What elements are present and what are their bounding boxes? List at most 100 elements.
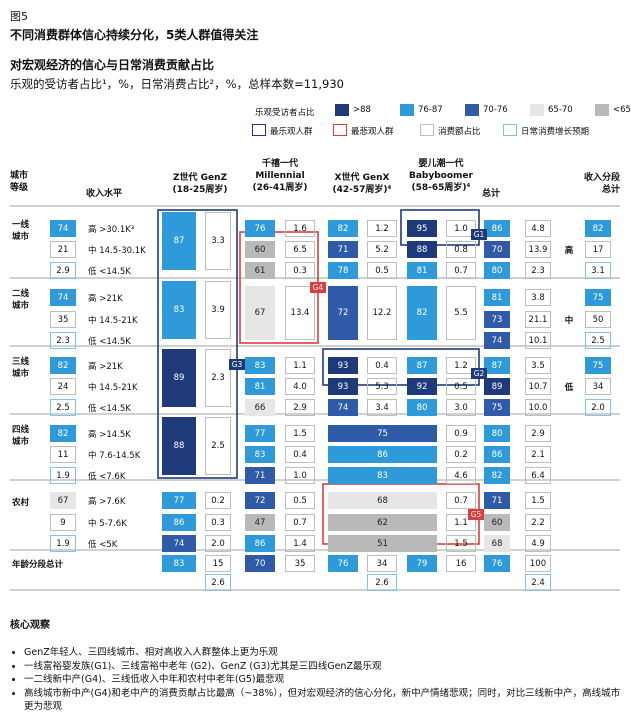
millennial-optimism-8: 83 [245, 446, 275, 463]
age-total-genx-growth: 2.6 [367, 574, 397, 591]
tier-total-growth-2: 2.5 [50, 399, 76, 416]
group-tag-g4: G4 [310, 282, 326, 293]
row-label-9: 高 >14.5K [88, 429, 131, 440]
millennial-share-5: 4.0 [285, 378, 315, 395]
genz-share-2: 2.3 [205, 349, 231, 407]
tier-total-optimism-3: 82 [50, 425, 76, 442]
genx-boomer-optimism-3: 68 [328, 492, 437, 509]
genz-optimism-2: 89 [162, 349, 196, 407]
header-city-tier: 城市 等级 [10, 171, 29, 193]
total-optimism-4: 73 [484, 311, 510, 328]
millennial-optimism-4: 83 [245, 357, 275, 374]
millennial-share-9: 1.0 [285, 467, 315, 484]
header-total: 总计 [481, 189, 500, 199]
total-share-6: 3.5 [525, 357, 551, 374]
total-share-4: 21.1 [525, 311, 551, 328]
header-income-total: 收入分段 总计 [583, 173, 620, 195]
age-total-genx-optimism: 76 [328, 555, 358, 572]
total-optimism-13: 60 [484, 514, 510, 531]
row-label-7: 中 14.5-21K [88, 382, 138, 393]
genx-boomer-share-1: 0.2 [446, 446, 476, 463]
genz-rural-share-0: 0.2 [205, 492, 231, 509]
genx-share-2: 0.5 [367, 262, 397, 279]
genx-boomer-share-2: 4.6 [446, 467, 476, 484]
total-share-12: 1.5 [525, 492, 551, 509]
age-total-boomer-optimism: 79 [407, 555, 437, 572]
boomer-optimism-2: 81 [407, 262, 437, 279]
legend-swatch-2 [465, 104, 479, 116]
genz-optimism-1: 83 [162, 281, 196, 339]
legend-box-3 [503, 124, 517, 136]
legend-scale-label-3: 65-70 [548, 105, 573, 115]
tier-total-optimism-4: 67 [50, 492, 76, 509]
age-total-genz-optimism: 83 [162, 555, 196, 572]
total-optimism-0: 86 [484, 220, 510, 237]
row-label-3: 高 >21K [88, 293, 123, 304]
boomer-optimism-4: 87 [407, 357, 437, 374]
millennial-optimism-t2: 67 [245, 286, 275, 340]
millennial-share-2: 0.3 [285, 262, 315, 279]
tier-total-optimism-0: 74 [50, 220, 76, 237]
total-share-9: 2.9 [525, 425, 551, 442]
row-label-5: 低 <14.5K [88, 336, 131, 347]
boomer-share-4: 1.2 [446, 357, 476, 374]
income-total-optimism-2: 75 [585, 357, 611, 374]
chart-subtitle-units: 乐观的受访者占比¹，%，日常消费占比²，%，总样本数=11,930 [10, 77, 344, 91]
total-optimism-9: 80 [484, 425, 510, 442]
row-label-8: 低 <14.5K [88, 403, 131, 414]
boomer-share-0: 1.0 [446, 220, 476, 237]
millennial-optimism-0: 76 [245, 220, 275, 237]
total-optimism-14: 68 [484, 535, 510, 552]
tier-label-0: 一线 城市 [12, 220, 30, 242]
total-share-13: 2.2 [525, 514, 551, 531]
income-total-growth-0: 3.1 [585, 262, 611, 279]
genx-optimism-2: 78 [328, 262, 358, 279]
genz-optimism-0: 87 [162, 212, 196, 270]
age-total-label: 年龄分段总计 [12, 559, 64, 570]
millennial-share-6: 2.9 [285, 399, 315, 416]
header-genz: Z世代 GenZ (18-25周岁) [172, 173, 228, 195]
age-total-share: 100 [525, 555, 551, 572]
genz-share-0: 3.3 [205, 212, 231, 270]
genx-share-t2: 12.2 [367, 286, 397, 340]
genx-boomer-share-4: 1.1 [446, 514, 476, 531]
income-total-share-1: 50 [585, 311, 611, 328]
genx-boomer-optimism-4: 62 [328, 514, 437, 531]
income-total-optimism-1: 75 [585, 289, 611, 306]
millennial-share-4: 1.1 [285, 357, 315, 374]
header-millennial: 千禧一代 Millennial (26-41周岁) [252, 159, 308, 193]
genz-share-1: 3.9 [205, 281, 231, 339]
genx-optimism-t2: 72 [328, 286, 358, 340]
legend-swatch-1 [400, 104, 414, 116]
millennial-optimism-9: 71 [245, 467, 275, 484]
millennial-share-0: 1.6 [285, 220, 315, 237]
group-tag-g5: G5 [468, 509, 484, 520]
observation-3: 一二线新中产(G4)、三线低收入中年和农村中老年(G5)最悲观 [24, 673, 625, 687]
genx-optimism-0: 82 [328, 220, 358, 237]
row-label-6: 高 >21K [88, 361, 123, 372]
age-total-optimism: 76 [484, 555, 510, 572]
genz-rural-share-1: 0.3 [205, 514, 231, 531]
genz-rural-optimism-1: 86 [162, 514, 196, 531]
legend-box-label-3: 日常消费增长预期 [521, 127, 590, 137]
millennial-share-7: 1.5 [285, 425, 315, 442]
genx-boomer-optimism-2: 83 [328, 467, 437, 484]
header-boomer: 婴儿潮一代 Babyboomer (58-65周岁)⁴ [409, 159, 473, 193]
legend-box-label-1: 最悲观人群 [351, 127, 394, 137]
income-total-growth-1: 2.5 [585, 332, 611, 349]
age-total-genz-share: 15 [205, 555, 231, 572]
tier-total-growth-1: 2.3 [50, 332, 76, 349]
tier-total-optimism-1: 74 [50, 289, 76, 306]
tier-total-share-0: 21 [50, 241, 76, 258]
legend-optimism-label: 乐观受访者占比 [255, 108, 315, 118]
millennial-optimism-11: 47 [245, 514, 275, 531]
tier-label-1: 二线 城市 [12, 289, 30, 311]
genz-rural-share-2: 2.0 [205, 535, 231, 552]
millennial-optimism-1: 60 [245, 241, 275, 258]
total-optimism-11: 82 [484, 467, 510, 484]
genx-boomer-optimism-5: 51 [328, 535, 437, 552]
group-box-g3 [157, 209, 238, 479]
total-optimism-3: 81 [484, 289, 510, 306]
legend-box-2 [420, 124, 434, 136]
total-optimism-10: 86 [484, 446, 510, 463]
